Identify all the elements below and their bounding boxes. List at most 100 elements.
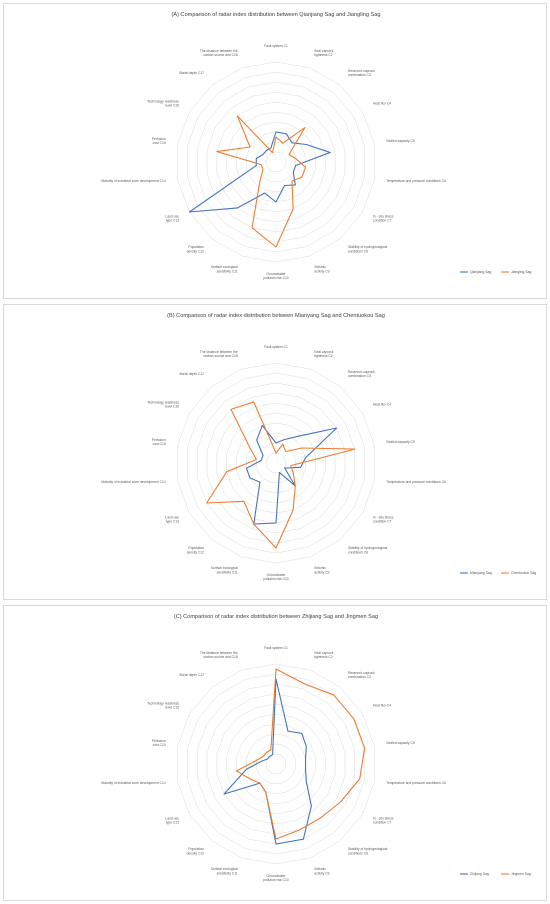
axis-label: Seismic activity C9 (314, 867, 329, 875)
axis-label: In - situ stress condition C7 (373, 516, 394, 524)
data-point (264, 192, 266, 194)
chart-title: (B) Comparison of radar index distributi… (167, 313, 385, 319)
axis-label: Seal caprock tightness C2 (314, 651, 333, 659)
axis-label: Sealed capacity C5 (386, 741, 415, 745)
axis-label: Fault system C1 (264, 44, 288, 48)
axis-label: Heat flux C4 (373, 403, 391, 407)
axis-label: Stability of hydrogeological conditions C… (348, 546, 387, 554)
data-point (216, 151, 218, 152)
data-point (251, 227, 253, 229)
data-point (189, 211, 190, 213)
data-point (206, 502, 208, 504)
axis-label: Maturity of industrial zone development … (101, 179, 165, 183)
grid-ring (216, 703, 336, 825)
legend-label: Qianjiang Sag (470, 270, 491, 274)
data-point (298, 435, 299, 437)
data-point (300, 466, 302, 468)
data-point (292, 208, 294, 210)
data-point (292, 509, 294, 511)
grid-ring (187, 71, 365, 253)
grid-ring (216, 402, 336, 524)
data-point (336, 427, 338, 429)
radar-panel-c: (C) Comparison of radar index distributi… (3, 605, 547, 901)
radar-chart-svg: (B) Comparison of radar index distributi… (101, 313, 536, 581)
data-point (275, 843, 277, 845)
data-point (275, 131, 277, 133)
data-point (262, 455, 264, 456)
chart-title: (A) Comparison of radar index distributi… (172, 12, 381, 18)
data-point (249, 477, 251, 479)
data-point (266, 758, 268, 760)
data-point (275, 442, 277, 444)
grid-ring (177, 61, 375, 263)
data-point (262, 756, 264, 757)
data-point (299, 829, 301, 831)
data-point (359, 778, 361, 780)
data-point (259, 180, 261, 182)
grid-ring (246, 733, 306, 795)
axis-label: Population density C12 (187, 847, 205, 855)
data-point (305, 768, 306, 770)
axis-label: The distance between the carbon source an… (200, 350, 238, 358)
axis-label: Temperature and pressure conditions C6 (386, 781, 446, 785)
data-point (282, 443, 284, 445)
axis-label: The distance between the carbon source an… (200, 49, 238, 57)
data-point (310, 805, 312, 807)
data-point (305, 457, 306, 459)
axis-label: Reservoir-caprock combination C3 (348, 370, 375, 378)
grid-ring (226, 111, 326, 213)
data-point (285, 451, 287, 452)
axis-label: Perfusion cost C15 (152, 137, 166, 145)
axis-label: Heat flux C4 (373, 102, 391, 106)
data-point (236, 770, 238, 772)
data-point (262, 154, 264, 155)
data-point (282, 142, 284, 144)
data-point (249, 447, 251, 449)
grid-ring (196, 81, 356, 243)
data-point (287, 730, 289, 732)
data-point (285, 133, 287, 135)
data-point (255, 459, 257, 460)
axis-label: Technology readiness level C16 (147, 401, 179, 409)
axis-label: Sealed capacity C5 (386, 139, 415, 143)
data-point (275, 668, 277, 670)
data-point (304, 127, 306, 128)
series-line-2 (236, 668, 366, 840)
grid-ring (236, 723, 316, 805)
data-point (275, 547, 277, 549)
data-point (260, 460, 262, 461)
data-point (320, 817, 322, 819)
data-point (255, 165, 257, 166)
legend-label: Chentuokou Sag (511, 571, 536, 575)
data-point (305, 166, 306, 168)
grid-ring (206, 91, 346, 233)
axis-label: Fault system C1 (264, 646, 288, 650)
grid-ring (187, 372, 365, 554)
data-point (290, 465, 292, 466)
data-point (292, 472, 294, 474)
axis-label: The distance between the carbon source an… (200, 651, 238, 659)
grid-ring (226, 713, 326, 815)
axis-label: Technology readiness level C16 (147, 702, 179, 710)
axis-label: Groundwater pollution risk C10 (263, 272, 288, 280)
axis-label: Seal caprock tightness C2 (314, 350, 333, 358)
axis-label: In - situ stress condition C7 (373, 817, 394, 825)
grid-ring (177, 362, 375, 564)
axis-label: Burial depth C17 (179, 372, 204, 376)
grid-ring (226, 412, 326, 514)
data-point (259, 782, 261, 784)
axis-label: Seal caprock tightness C2 (314, 49, 333, 57)
data-point (253, 523, 255, 525)
grid-ring (196, 683, 356, 845)
data-point (301, 732, 303, 734)
data-point (301, 176, 303, 178)
legend-label: Jingmen Sag (511, 872, 531, 876)
data-point (279, 472, 280, 473)
data-point (295, 165, 297, 166)
data-point (291, 180, 293, 182)
axis-label: Burial depth C17 (179, 673, 204, 677)
data-point (294, 184, 296, 186)
grid-ring (196, 382, 356, 544)
data-point (261, 425, 263, 426)
data-point (272, 754, 273, 755)
